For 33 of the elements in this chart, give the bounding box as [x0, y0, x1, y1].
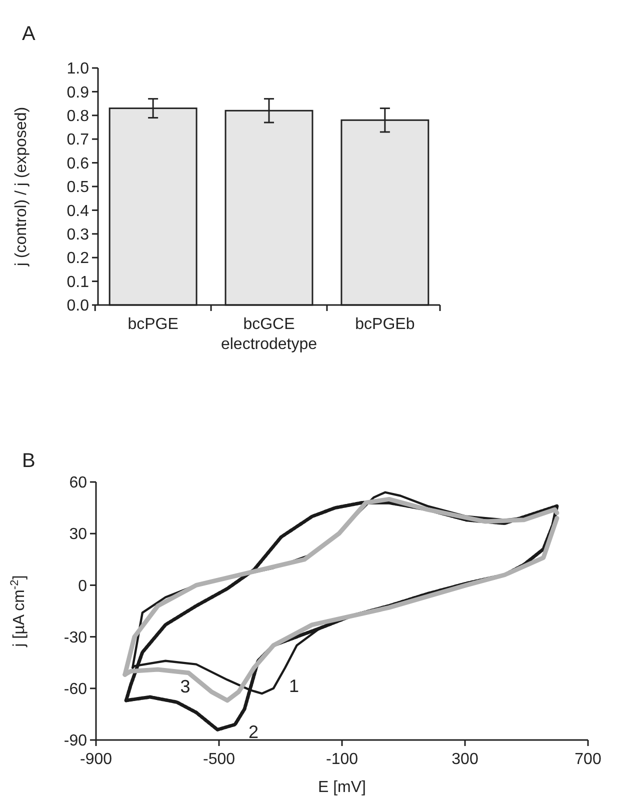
x-tick-label: 300 [452, 751, 478, 768]
y-tick-label: 0 [78, 578, 88, 595]
y-tick-label: 0.5 [66, 179, 90, 196]
y-tick-label: -60 [64, 681, 88, 698]
y-tick-label: 0.1 [66, 274, 90, 291]
series-label: 3 [180, 676, 190, 697]
chart-title: A [22, 23, 36, 45]
y-tick-label: 0.0 [66, 298, 90, 315]
series-label: 1 [289, 676, 300, 696]
x-tick-label: bcPGE [128, 316, 178, 333]
y-tick-label: 0.6 [66, 155, 90, 172]
x-tick-label: bcPGEb [355, 316, 415, 333]
x-tick-label: 700 [574, 751, 602, 768]
chart-title: B [22, 450, 36, 472]
y-tick-label: -30 [64, 629, 88, 646]
y-tick-label: 0.9 [66, 84, 90, 102]
y-tick-label: 30 [69, 526, 88, 544]
y-tick-label: 1.0 [66, 60, 90, 78]
x-tick-label: -900 [80, 751, 112, 768]
y-tick-label: -90 [64, 732, 88, 750]
y-tick-label: 0.4 [66, 202, 90, 220]
y-tick-label: 0.7 [66, 132, 90, 149]
x-axis-title: electrodetype [220, 336, 318, 353]
x-tick-label: -500 [202, 751, 236, 768]
series-label: 2 [248, 722, 258, 742]
y-tick-label: 0.3 [66, 226, 90, 244]
y-tick-label: 0.8 [66, 108, 90, 125]
x-tick-label: -100 [326, 751, 358, 768]
y-tick-label: 60 [69, 474, 88, 492]
y-axis-title: j (control) / j (exposed) [13, 106, 30, 268]
x-tick-label: bcGCE [243, 316, 295, 333]
x-axis-title: E [mV] [318, 779, 366, 796]
y-tick-label: 0.2 [66, 250, 90, 268]
